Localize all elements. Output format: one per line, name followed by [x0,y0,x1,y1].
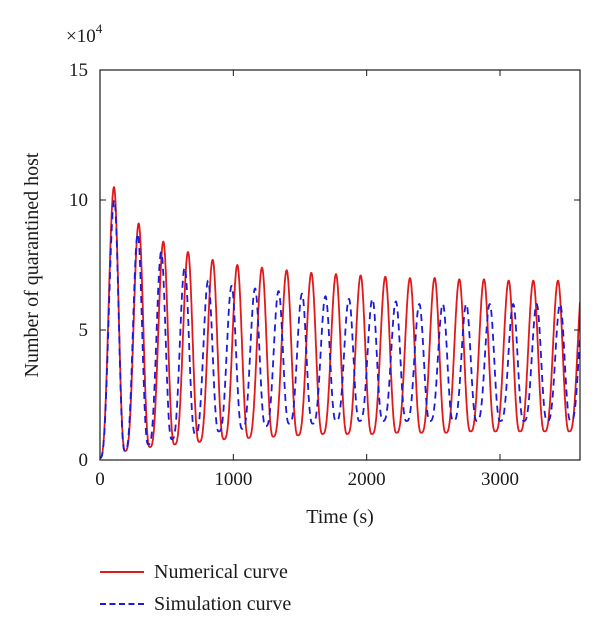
x-tick-label: 0 [95,469,105,490]
series-layer [100,186,580,459]
x-axis-title: Time (s) [306,506,374,528]
legend-label-numerical: Numerical curve [154,560,288,583]
y-tick-label: 10 [69,190,88,211]
plot-frame [99,69,581,461]
x-tick-label: 3000 [481,469,519,490]
y-axis-title: Number of quarantined host [21,152,43,377]
y-axis-multiplier: ×104 [66,21,103,47]
legend-item-simulation: Simulation curve [100,588,291,620]
legend-item-numerical: Numerical curve [100,556,291,588]
legend-swatch-simulation [100,603,144,605]
legend-label-simulation: Simulation curve [154,592,292,615]
y-tick-label: 0 [79,450,89,471]
series-line-numerical [100,186,580,459]
x-tick-label: 2000 [348,469,386,490]
legend-swatch-numerical [100,571,144,573]
ticks-layer: 0 1000 2000 3000 0 5 10 15 [69,60,580,490]
series-line-simulation [100,199,580,459]
legend: Numerical curve Simulation curve [100,556,291,620]
y-tick-label: 15 [69,60,88,81]
x-tick-label: 1000 [214,469,252,490]
y-tick-label: 5 [79,320,89,341]
